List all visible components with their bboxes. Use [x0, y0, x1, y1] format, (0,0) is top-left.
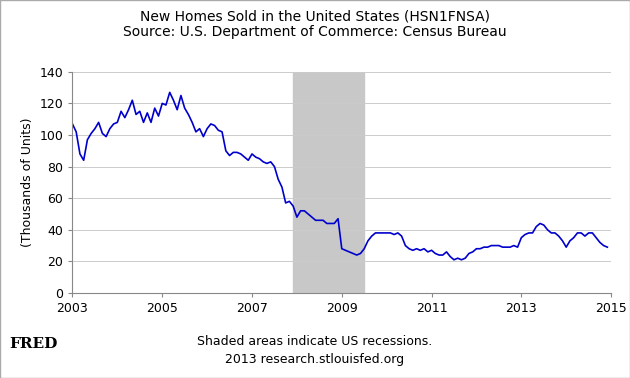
Text: FRED: FRED [9, 337, 58, 351]
Text: Shaded areas indicate US recessions.: Shaded areas indicate US recessions. [197, 335, 433, 347]
Bar [293, 72, 364, 293]
Text: Source: U.S. Department of Commerce: Census Bureau: Source: U.S. Department of Commerce: Cen… [123, 25, 507, 39]
Text: New Homes Sold in the United States (HSN1FNSA): New Homes Sold in the United States (HSN… [140, 9, 490, 23]
Y-axis label: (Thousands of Units): (Thousands of Units) [21, 118, 34, 247]
Text: 2013 research.stlouisfed.org: 2013 research.stlouisfed.org [226, 353, 404, 366]
